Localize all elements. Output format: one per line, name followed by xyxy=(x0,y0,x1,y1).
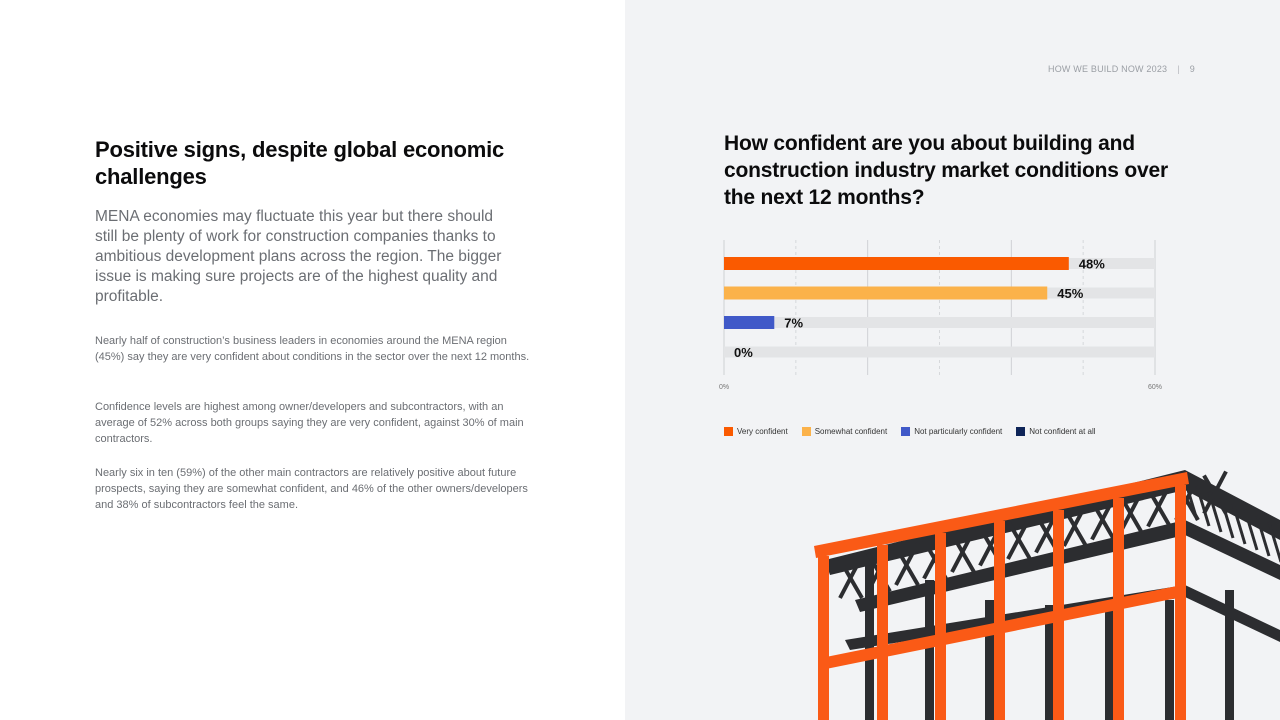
back-column xyxy=(1165,600,1174,720)
legend-label: Very confident xyxy=(737,427,788,436)
truss-brace xyxy=(1202,470,1228,515)
legend-item-somewhat-confident: Somewhat confident xyxy=(801,427,888,436)
tick-label: 0% xyxy=(719,384,729,391)
back-column xyxy=(925,580,934,720)
chart-legend: Very confident Somewhat confident Not pa… xyxy=(724,427,1096,436)
truss-brace xyxy=(1219,497,1235,539)
report-title: HOW WE BUILD NOW 2023 xyxy=(1048,64,1168,74)
chart-title: How confident are you about building and… xyxy=(724,132,1168,209)
bar-track xyxy=(724,317,1155,328)
truss-brace xyxy=(1207,491,1223,533)
frame-column xyxy=(935,533,946,720)
page-header: HOW WE BUILD NOW 2023 | 9 xyxy=(1048,64,1195,74)
frame-column xyxy=(1113,498,1124,720)
chart-svg: 48% 45% 7% 0% 0% 60% xyxy=(719,240,1162,391)
data-label: 0% xyxy=(734,345,753,360)
truss-brace xyxy=(1195,485,1211,527)
bar-chart: 48% 45% 7% 0% 0% 60% xyxy=(625,230,1280,410)
lead-paragraph: MENA economies may fluctuate this year b… xyxy=(95,208,502,305)
frame-column xyxy=(877,545,888,720)
back-column xyxy=(1045,605,1054,720)
truss-brace xyxy=(1090,496,1116,541)
bar xyxy=(724,286,1048,300)
left-panel: Positive signs, despite global economic … xyxy=(0,0,625,720)
back-beam xyxy=(855,520,1280,612)
legend-item-not-particularly-confident: Not particularly confident xyxy=(901,427,1002,436)
truss-brace xyxy=(1006,516,1032,560)
frame-column xyxy=(1175,485,1186,720)
legend-label: Not confident at all xyxy=(1029,427,1096,436)
body-paragraph-1: Nearly half of construction’s business l… xyxy=(95,335,530,363)
truss-brace xyxy=(1231,503,1247,545)
truss-brace xyxy=(1183,479,1199,521)
tick-label: 60% xyxy=(1148,384,1162,391)
back-column xyxy=(985,600,994,720)
top-beam xyxy=(814,472,1189,558)
body-paragraph-2: Confidence levels are highest among owne… xyxy=(95,401,524,445)
data-label: 48% xyxy=(1079,257,1105,272)
frame-column xyxy=(994,521,1005,720)
frame-column xyxy=(1053,510,1064,720)
truss-brace xyxy=(1062,503,1088,547)
header-separator: | xyxy=(1177,64,1180,74)
frame-column xyxy=(818,556,829,720)
truss-brace xyxy=(1255,515,1271,557)
legend-label: Not particularly confident xyxy=(914,427,1003,436)
back-column xyxy=(1105,610,1114,720)
body-paragraph-3: Nearly six in ten (59%) of the other mai… xyxy=(95,467,528,511)
right-panel: HOW WE BUILD NOW 2023 | 9 How confident … xyxy=(625,0,1280,720)
legend-item-not-confident-at-all: Not confident at all xyxy=(1016,427,1096,436)
truss-brace xyxy=(894,542,920,586)
truss-brace xyxy=(838,555,864,599)
section-heading: Positive signs, despite global economic … xyxy=(95,137,505,189)
page-number: 9 xyxy=(1189,64,1195,74)
truss-brace xyxy=(1267,521,1280,563)
bar-track xyxy=(724,346,1155,358)
bar xyxy=(724,316,775,329)
back-column xyxy=(1225,590,1234,720)
construction-frame-icon xyxy=(814,470,1280,720)
legend-swatch xyxy=(801,427,811,436)
data-label: 45% xyxy=(1057,286,1083,301)
legend-item-very-confident: Very confident xyxy=(724,427,788,436)
back-beam xyxy=(845,585,1280,650)
legend-swatch xyxy=(724,427,733,436)
legend-swatch xyxy=(1016,427,1026,436)
steel-frame xyxy=(814,472,1189,720)
bar xyxy=(724,257,1069,270)
data-label: 7% xyxy=(784,316,803,331)
truss-brace xyxy=(1146,483,1172,528)
truss-brace xyxy=(1243,509,1259,551)
legend-label: Somewhat confident xyxy=(814,427,888,436)
legend-swatch xyxy=(901,427,911,436)
truss-brace xyxy=(950,529,976,573)
